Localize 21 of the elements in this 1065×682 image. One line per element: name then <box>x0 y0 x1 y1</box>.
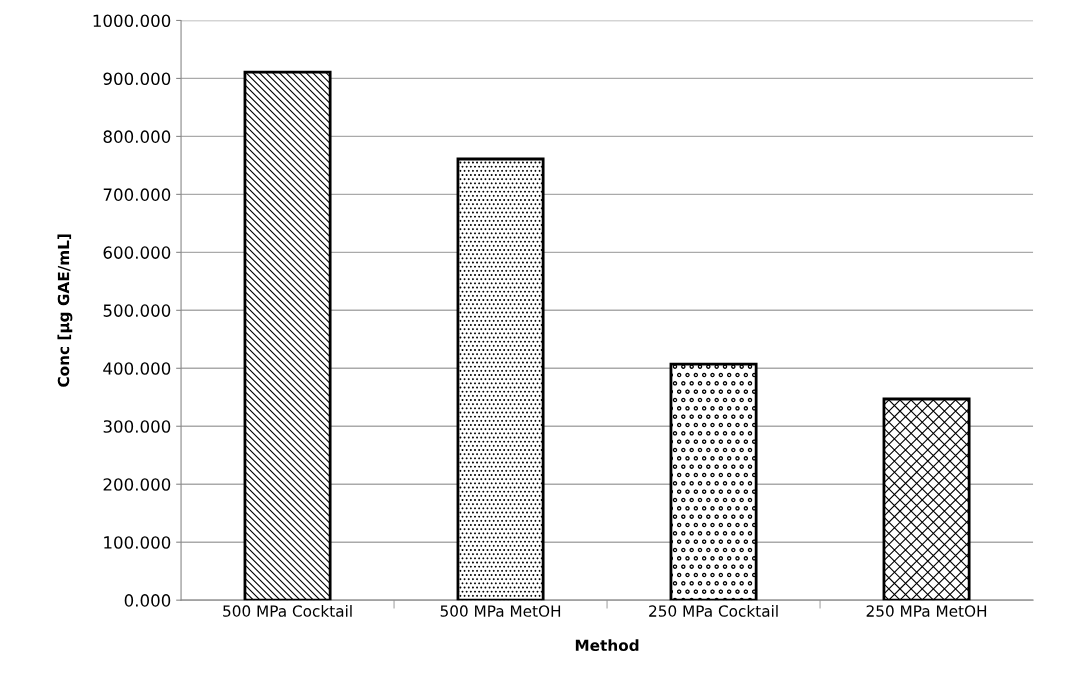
y-axis-title: Conc [µg GAE/mL] <box>57 234 73 387</box>
y-tick-label: 400.000 <box>103 362 171 375</box>
x-axis-title: Method <box>575 639 639 652</box>
x-tick-label: 250 MPa MetOH <box>866 605 987 617</box>
bar <box>456 157 545 601</box>
y-tick-label: 1000.000 <box>93 14 171 28</box>
x-tick-label: 500 MPa MetOH <box>440 605 561 617</box>
y-tick-label: 0.000 <box>124 594 171 607</box>
y-tick-label: 700.000 <box>103 188 171 201</box>
y-tick-label: 300.000 <box>103 420 171 433</box>
y-tick-label: 600.000 <box>103 246 171 259</box>
y-tick-label: 200.000 <box>103 478 171 491</box>
bar <box>243 70 332 601</box>
y-tick-label: 900.000 <box>103 72 171 85</box>
x-tick-label: 500 MPa Cocktail <box>223 605 352 617</box>
y-tick-label: 500.000 <box>103 304 171 317</box>
bar <box>669 362 758 601</box>
y-tick-label: 100.000 <box>104 536 171 549</box>
y-tick-label: 800.000 <box>103 130 171 143</box>
x-tick-label: 250 MPa Cocktail <box>649 605 778 617</box>
bar <box>882 397 971 601</box>
